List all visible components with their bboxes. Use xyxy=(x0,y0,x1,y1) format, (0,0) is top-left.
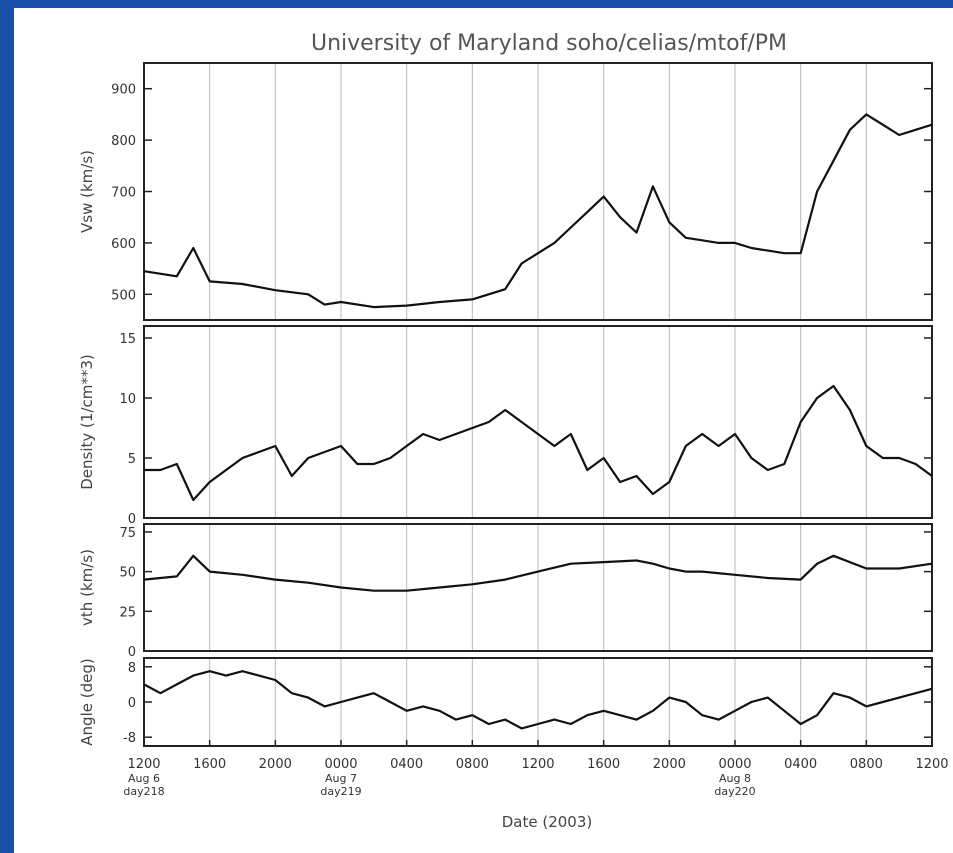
xtick-label-10: 0400 xyxy=(784,757,817,772)
xtick-label-2: 2000 xyxy=(259,757,292,772)
xtick-sublabel-0-1: day218 xyxy=(123,785,164,798)
panel-frame-vth xyxy=(143,523,933,652)
xtick-label-11: 0800 xyxy=(850,757,883,772)
ytick-label-vsw-0: 500 xyxy=(111,288,136,303)
xtick-sublabel-1-0: Aug 7 xyxy=(325,772,357,785)
xtick-label-5: 0800 xyxy=(456,757,489,772)
xtick-label-3: 0000 xyxy=(324,757,357,772)
ytick-label-vsw-2: 700 xyxy=(111,186,136,201)
xtick-label-0: 1200 xyxy=(127,757,160,772)
xtick-label-6: 1200 xyxy=(521,757,554,772)
ytick-label-angle-0: -8 xyxy=(123,731,136,746)
ytick-label-density-1: 5 xyxy=(128,452,136,467)
ytick-label-vth-1: 25 xyxy=(119,605,136,620)
xtick-label-4: 0400 xyxy=(390,757,423,772)
series-line-vth xyxy=(143,554,933,592)
series-line-density xyxy=(144,384,933,502)
ylabel-vth: vth (km/s) xyxy=(78,549,96,626)
xtick-sublabel-1-1: day219 xyxy=(320,785,361,798)
xtick-sublabel-2-0: Aug 8 xyxy=(719,772,751,785)
ytick-label-vsw-4: 900 xyxy=(111,83,136,98)
xtick-label-8: 2000 xyxy=(653,757,686,772)
chart-frame: University of Maryland soho/celias/mtof/… xyxy=(14,8,953,853)
ytick-label-vsw-1: 600 xyxy=(111,237,136,252)
ytick-label-density-3: 15 xyxy=(119,332,136,347)
ylabel-angle: Angle (deg) xyxy=(78,658,96,745)
xtick-label-12: 1200 xyxy=(915,757,948,772)
ytick-label-vth-3: 75 xyxy=(119,526,136,541)
ytick-label-vth-0: 0 xyxy=(128,645,136,660)
panel-density: 0 5 10 15 Density (1/cm**3) xyxy=(78,325,933,527)
xtick-label-9: 0000 xyxy=(718,757,751,772)
panel-frame-density xyxy=(143,325,933,519)
xtick-sublabel-2-1: day220 xyxy=(714,785,755,798)
xtick-label-7: 1600 xyxy=(587,757,620,772)
ytick-label-vth-2: 50 xyxy=(119,566,136,581)
ytick-label-angle-1: 0 xyxy=(128,696,136,711)
panel-vth: 0 25 50 75 vth (km/s) xyxy=(78,523,933,660)
ylabel-vsw: Vsw (km/s) xyxy=(78,150,96,233)
panel-angle: -8 0 8 Angle (deg) xyxy=(78,657,933,747)
ytick-label-angle-2: 8 xyxy=(128,661,136,676)
x-axis: 1200 1600 2000 0000 0400 0800 1200 1600 2000 0000… xyxy=(123,740,949,798)
panel-vsw: 500 600 700 800 900 Vsw (km/s) xyxy=(78,62,933,321)
series-line-angle xyxy=(143,670,933,730)
ytick-label-density-2: 10 xyxy=(119,392,136,407)
chart-svg: University of Maryland soho/celias/mtof/… xyxy=(78,31,949,831)
xtick-sublabel-0-0: Aug 6 xyxy=(128,772,160,785)
chart-title: University of Maryland soho/celias/mtof/… xyxy=(311,31,787,56)
x-axis-label: Date (2003) xyxy=(502,813,593,831)
xtick-label-1: 1600 xyxy=(193,757,226,772)
ytick-label-density-0: 0 xyxy=(128,512,136,527)
ytick-label-vsw-3: 800 xyxy=(111,134,136,149)
ylabel-density: Density (1/cm**3) xyxy=(78,354,96,490)
series-line-vsw xyxy=(143,113,933,309)
